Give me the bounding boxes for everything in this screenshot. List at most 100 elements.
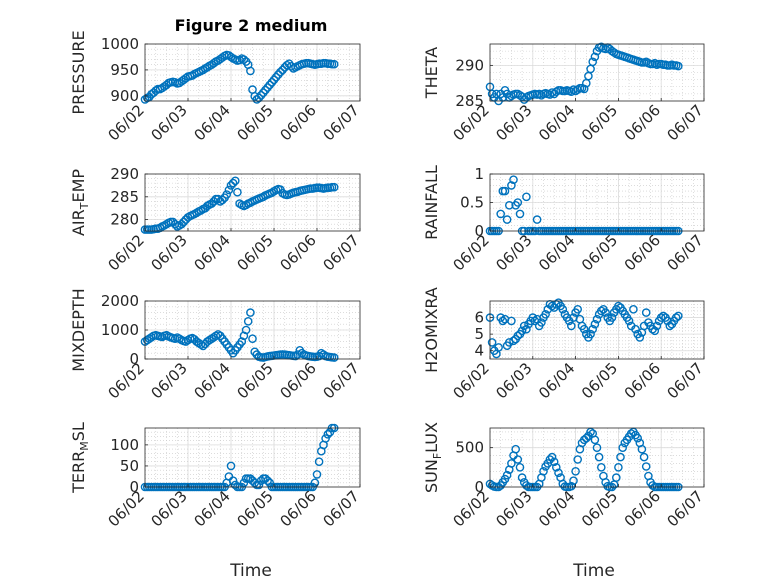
x-tick-label: 06/03: [492, 359, 535, 402]
data-point: [573, 455, 583, 464]
axes-box: [144, 427, 361, 488]
y-axis-label: PRESSURE: [69, 30, 88, 114]
data-point: [631, 324, 640, 334]
data-point: [597, 42, 606, 52]
x-tick-label: 06/07: [664, 231, 707, 274]
data-point: [314, 457, 324, 467]
subplot-8: 0 500 06/02 06/03 06/04 06/05 06/06 06/07 SUNFLU…: [422, 422, 707, 530]
y-tick-label: 280: [110, 211, 139, 229]
y-axis-label: MIXDEPTH: [69, 288, 88, 371]
data-point: [254, 480, 264, 490]
y-tick-label: 2000: [101, 292, 139, 310]
data-point: [515, 209, 525, 219]
data-point: [256, 91, 266, 100]
plot-area: [490, 301, 704, 359]
figure-title: Figure 2 medium: [175, 16, 328, 35]
data-point: [230, 176, 240, 186]
axes-box: [144, 173, 361, 232]
data-point: [502, 470, 512, 480]
plot-area: [145, 428, 360, 487]
data-point: [282, 60, 292, 70]
x-tick-label: 06/06: [277, 487, 320, 530]
x-tick-label: 06/07: [320, 231, 363, 274]
axes-box: [489, 300, 705, 360]
x-tick-label: 06/02: [450, 231, 493, 274]
x-tick-label: 06/04: [191, 359, 234, 402]
data-point: [588, 324, 598, 334]
data-point: [329, 353, 339, 362]
data-point: [594, 452, 604, 462]
x-axis-label-right: Time: [572, 561, 615, 581]
data-point: [177, 219, 186, 229]
x-tick-label: 06/03: [492, 101, 535, 144]
data-point: [233, 187, 242, 197]
x-tick-label: 06/04: [191, 487, 234, 530]
data-point: [187, 71, 197, 80]
data-point: [517, 326, 527, 336]
data-point: [650, 326, 660, 336]
data-point: [269, 75, 279, 85]
data-point: [254, 93, 264, 103]
data-point: [601, 308, 610, 317]
y-tick-label: 0: [474, 478, 484, 496]
data-point: [321, 434, 330, 443]
y-tick-label: 50: [120, 457, 139, 475]
data-point: [618, 443, 628, 453]
x-tick-label: 06/07: [664, 359, 707, 402]
data-point: [626, 429, 636, 438]
x-tick-label: 06/07: [664, 487, 707, 530]
x-tick-label: 06/07: [664, 101, 707, 144]
data-point: [246, 308, 255, 317]
data-point: [517, 473, 527, 482]
y-tick-label: 950: [110, 61, 139, 79]
data-point: [569, 476, 578, 486]
y-tick-label: 1: [474, 165, 484, 183]
data-point: [552, 462, 561, 472]
x-tick-label: 06/04: [191, 101, 234, 144]
x-tick-label: 06/07: [320, 359, 363, 402]
data-point: [635, 333, 645, 342]
data-point: [674, 311, 683, 321]
data-point: [496, 209, 506, 219]
y-tick-label: 285: [110, 188, 139, 206]
data-point: [650, 58, 660, 68]
data-point: [276, 67, 285, 77]
data-point: [629, 304, 638, 314]
data-point: [218, 195, 227, 205]
data-point: [579, 324, 589, 334]
data-point: [202, 63, 212, 72]
data-point: [198, 65, 208, 75]
data-point: [265, 80, 275, 90]
data-point: [671, 313, 681, 322]
y-axis-label: THETA: [422, 47, 441, 99]
data-point: [494, 343, 503, 352]
y-tick-label: 6: [474, 309, 484, 327]
data-point: [226, 461, 236, 471]
y-tick-label: 4: [474, 342, 484, 360]
data-point: [539, 466, 548, 476]
data-point: [226, 181, 236, 190]
data-point: [513, 198, 523, 207]
data-point: [665, 321, 675, 331]
data-point: [639, 452, 649, 462]
y-tick-label: 900: [110, 87, 139, 105]
x-tick-label: 06/02: [105, 487, 148, 530]
data-point: [507, 316, 516, 326]
data-point: [567, 321, 576, 331]
y-tick-label: 100: [110, 436, 139, 454]
data-point: [522, 192, 531, 202]
data-point: [633, 433, 643, 443]
data-point: [194, 338, 204, 348]
data-point: [641, 308, 651, 317]
y-axis-label: H2OMIXRA: [422, 287, 441, 373]
y-tick-label: 285: [455, 92, 484, 110]
data-point: [209, 58, 219, 68]
x-axis-label-left: Time: [229, 561, 272, 581]
data-point: [256, 476, 266, 486]
data-point: [498, 316, 508, 326]
data-point: [261, 85, 270, 95]
data-point: [582, 433, 591, 443]
data-point: [312, 470, 322, 479]
data-point: [637, 444, 647, 454]
data-point: [571, 466, 580, 476]
